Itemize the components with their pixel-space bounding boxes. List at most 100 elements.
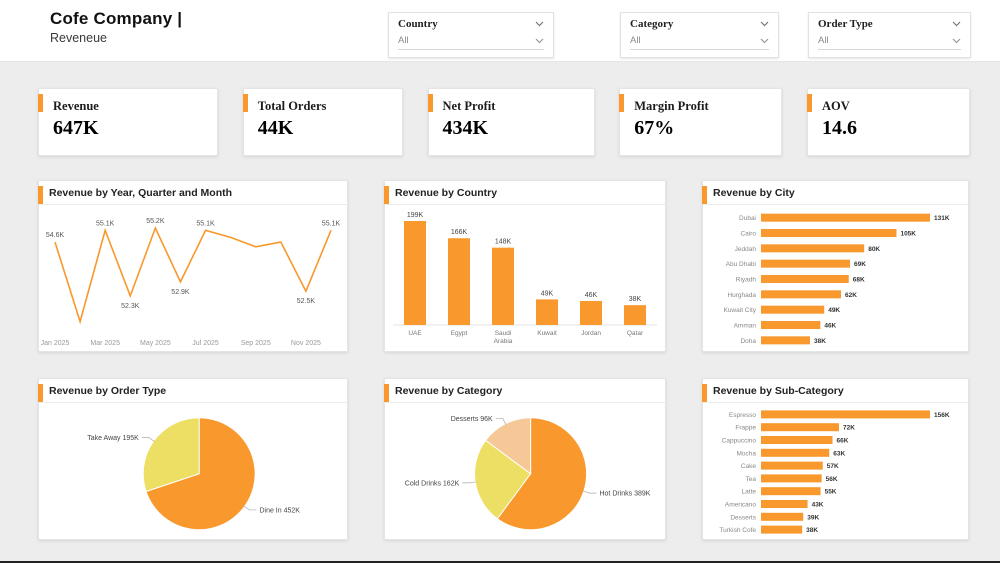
svg-text:May 2025: May 2025	[140, 340, 171, 347]
svg-text:Espresso: Espresso	[729, 412, 756, 419]
svg-text:43K: 43K	[812, 502, 824, 509]
svg-text:46K: 46K	[585, 292, 598, 299]
svg-text:Abu Dhabi: Abu Dhabi	[726, 261, 756, 268]
filter-order-type-dropdown[interactable]: All	[818, 35, 961, 50]
kpi-value: 647K	[53, 117, 99, 139]
kpi-value: 434K	[442, 117, 489, 139]
svg-text:Take Away 195K: Take Away 195K	[87, 435, 139, 442]
svg-text:52.3K: 52.3K	[121, 303, 140, 310]
filter-label: Order Type	[818, 18, 873, 30]
svg-text:199K: 199K	[407, 212, 424, 219]
svg-text:Jordan: Jordan	[581, 330, 601, 337]
chevron-down-icon[interactable]	[760, 38, 769, 44]
svg-text:56K: 56K	[826, 476, 838, 483]
svg-text:80K: 80K	[868, 246, 880, 253]
line-chart-revenue-by-month[interactable]: 54.6K 55.1K 52.3K 55.2K 52.9K 55.1K 52.5K 55.1K…	[39, 205, 347, 351]
svg-text:131K: 131K	[934, 215, 950, 222]
filter-order-type[interactable]: Order Type All	[808, 12, 971, 58]
svg-text:Mar 2025: Mar 2025	[90, 340, 120, 347]
kpi-value: 14.6	[822, 117, 857, 139]
svg-text:Egypt: Egypt	[451, 330, 468, 337]
svg-text:Mocha: Mocha	[736, 450, 756, 457]
page-title: Cofe Company |	[50, 9, 183, 28]
hbar-chart-revenue-by-city[interactable]: Dubai 131K Cairo 105K Jeddah 80K Abu Dhabi 69K R…	[703, 205, 968, 351]
svg-text:Hot Drinks 389K: Hot Drinks 389K	[599, 491, 650, 498]
chevron-down-icon[interactable]	[952, 21, 961, 27]
svg-text:55K: 55K	[825, 489, 837, 496]
svg-text:105K: 105K	[900, 231, 916, 238]
svg-text:68K: 68K	[853, 277, 865, 284]
chart-card-revenue-by-city: Revenue by City Dubai 131K Cairo 105K Jeddah…	[702, 180, 969, 352]
svg-text:46K: 46K	[824, 323, 836, 330]
kpi-label: Revenue	[53, 99, 99, 113]
chevron-down-icon[interactable]	[760, 21, 769, 27]
chart-title: Revenue by City	[703, 181, 968, 205]
chevron-down-icon[interactable]	[535, 21, 544, 27]
filter-header: Order Type	[818, 18, 961, 30]
kpi-label: AOV	[822, 99, 850, 113]
charts-grid: Revenue by Year, Quarter and Month 54.6K…	[38, 180, 970, 540]
svg-text:Desserts: Desserts	[730, 514, 756, 521]
hbar-chart-revenue-by-sub-category[interactable]: Espresso 156K Frappe 72K Cappuccino 66K Mocha 6…	[703, 403, 968, 539]
svg-text:62K: 62K	[845, 292, 857, 299]
kpi-card-aov: AOV 14.6	[807, 88, 970, 156]
svg-text:72K: 72K	[843, 425, 855, 432]
svg-text:Riyadh: Riyadh	[736, 277, 757, 284]
filter-label: Category	[630, 18, 674, 30]
chart-title: Revenue by Sub-Category	[703, 379, 968, 403]
kpi-card-revenue: Revenue 647K	[38, 88, 218, 156]
filter-label: Country	[398, 18, 438, 30]
svg-text:Arabia: Arabia	[494, 338, 513, 345]
svg-text:55.1K: 55.1K	[96, 220, 115, 227]
pie-chart-revenue-by-order-type[interactable]: Dine In 452K Take Away 195K	[39, 403, 347, 539]
svg-text:52.9K: 52.9K	[171, 289, 190, 296]
filter-country[interactable]: Country All	[388, 12, 554, 58]
svg-text:Saudi: Saudi	[495, 330, 512, 337]
filter-category-dropdown[interactable]: All	[630, 35, 769, 50]
kpi-value: 44K	[257, 117, 294, 139]
svg-text:Kuwait: Kuwait	[537, 330, 557, 337]
filter-selected-value: All	[630, 35, 641, 46]
svg-text:Hurghada: Hurghada	[727, 292, 756, 299]
svg-text:57K: 57K	[827, 463, 839, 470]
svg-text:Cairo: Cairo	[740, 231, 756, 238]
svg-text:Nov 2025: Nov 2025	[291, 340, 321, 347]
svg-text:55.1K: 55.1K	[196, 220, 215, 227]
page-subtitle: Reveneue	[50, 31, 107, 45]
svg-text:38K: 38K	[806, 527, 818, 534]
chevron-down-icon[interactable]	[952, 38, 961, 44]
svg-text:148K: 148K	[495, 239, 512, 246]
filter-category[interactable]: Category All	[620, 12, 779, 58]
kpi-card-net-profit: Net Profit 434K	[427, 88, 595, 156]
kpi-label: Margin Profit	[634, 99, 709, 113]
chevron-down-icon[interactable]	[535, 38, 544, 44]
svg-text:Turkish Cofe: Turkish Cofe	[719, 527, 756, 534]
svg-text:Tea: Tea	[746, 476, 757, 483]
svg-text:55.1K: 55.1K	[322, 220, 341, 227]
filter-country-dropdown[interactable]: All	[398, 35, 544, 50]
pie-chart-revenue-by-category[interactable]: Hot Drinks 389K Cold Drinks 162K Desserts …	[385, 403, 665, 539]
chart-card-revenue-by-month: Revenue by Year, Quarter and Month 54.6K…	[38, 180, 348, 352]
chart-title: Revenue by Year, Quarter and Month	[39, 181, 347, 205]
svg-text:66K: 66K	[837, 438, 849, 445]
svg-text:Desserts 96K: Desserts 96K	[451, 416, 493, 423]
svg-text:156K: 156K	[934, 412, 950, 419]
header-bar: Cofe Company | Reveneue Country All Cate…	[0, 0, 1000, 62]
svg-text:55.2K: 55.2K	[146, 218, 165, 225]
svg-text:54.6K: 54.6K	[46, 232, 65, 239]
svg-text:63K: 63K	[833, 450, 845, 457]
bar-chart-revenue-by-country[interactable]: 199K UAE 166K Egypt 148K Saudi Arabia 49K Kuwait…	[385, 205, 665, 351]
dashboard-content: Revenue 647K Total Orders 44K Net Profit…	[0, 88, 1000, 540]
svg-text:Cake: Cake	[741, 463, 757, 470]
svg-text:Doha: Doha	[740, 338, 756, 345]
chart-title: Revenue by Country	[385, 181, 665, 205]
kpi-value: 67%	[634, 117, 675, 139]
chart-card-revenue-by-country: Revenue by Country 199K UAE 166K Egypt 148K S…	[384, 180, 666, 352]
svg-text:Qatar: Qatar	[627, 330, 644, 337]
svg-text:52.5K: 52.5K	[297, 298, 316, 305]
title-block: Cofe Company | Reveneue	[50, 9, 182, 45]
kpi-card-total-orders: Total Orders 44K	[242, 88, 403, 156]
svg-text:38K: 38K	[629, 296, 642, 303]
svg-text:38K: 38K	[814, 338, 826, 345]
